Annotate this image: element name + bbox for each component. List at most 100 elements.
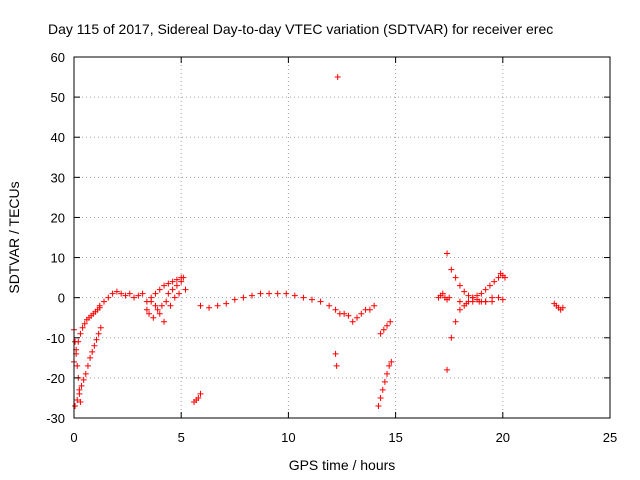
data-point	[77, 330, 84, 337]
data-point	[161, 318, 168, 325]
data-point	[366, 306, 373, 313]
data-point	[444, 250, 451, 257]
data-point	[387, 318, 394, 325]
data-point	[248, 292, 255, 299]
data-point	[377, 394, 384, 401]
data-series	[143, 278, 189, 325]
data-point	[379, 386, 386, 393]
data-point	[223, 300, 230, 307]
data-point	[97, 324, 104, 331]
data-series	[551, 300, 566, 313]
data-point	[176, 290, 183, 297]
data-point	[126, 290, 133, 297]
data-point	[74, 362, 81, 369]
data-point	[444, 366, 451, 373]
data-point	[317, 298, 324, 305]
data-point	[169, 278, 176, 285]
data-point	[152, 302, 159, 309]
data-series	[96, 274, 187, 309]
data-point	[469, 298, 476, 305]
data-point	[101, 298, 108, 305]
data-series	[71, 304, 103, 365]
data-point	[150, 314, 157, 321]
data-series	[197, 290, 343, 317]
data-point	[334, 74, 341, 81]
y-tick-label: 10	[51, 251, 65, 266]
data-point	[345, 312, 352, 319]
grid	[74, 57, 610, 418]
data-point	[148, 298, 155, 305]
data-point	[559, 304, 566, 311]
y-tick-label: -20	[46, 371, 65, 386]
data-point	[463, 300, 470, 307]
data-point	[495, 274, 502, 281]
data-point	[257, 290, 264, 297]
data-point	[448, 266, 455, 273]
data-point	[158, 302, 165, 309]
data-point	[456, 282, 463, 289]
data-point	[486, 282, 493, 289]
y-axis-title: SDTVAR / TECUs	[6, 181, 22, 293]
data-point	[371, 302, 378, 309]
data-point	[80, 376, 87, 383]
chart-title: Day 115 of 2017, Sidereal Day-to-day VTE…	[48, 21, 553, 37]
data-point	[113, 288, 120, 295]
data-point	[82, 370, 89, 377]
data-point	[135, 292, 142, 299]
data-point	[482, 286, 489, 293]
data-point	[332, 306, 339, 313]
data-point	[197, 302, 204, 309]
data-point	[95, 330, 102, 337]
data-point	[456, 306, 463, 313]
data-point	[109, 290, 116, 297]
data-point	[173, 276, 180, 283]
data-point	[139, 290, 146, 297]
data-point	[156, 310, 163, 317]
data-point	[206, 304, 213, 311]
data-point	[131, 294, 138, 301]
data-point	[448, 334, 455, 341]
data-point	[240, 294, 247, 301]
data-point	[274, 290, 281, 297]
data-point	[377, 330, 384, 337]
data-point	[96, 302, 103, 309]
data-point	[79, 324, 86, 331]
data-point	[384, 322, 391, 329]
y-tick-label: 0	[58, 291, 65, 306]
data-point	[388, 358, 395, 365]
data-point	[156, 286, 163, 293]
y-tick-label: -10	[46, 331, 65, 346]
data-point	[163, 298, 170, 305]
data-point	[76, 390, 83, 397]
data-point	[89, 348, 96, 355]
x-axis-title: GPS time / hours	[289, 457, 396, 473]
data-series	[444, 250, 496, 305]
data-point	[74, 396, 81, 403]
data-point	[143, 306, 150, 313]
data-point	[77, 398, 84, 405]
data-point	[214, 302, 221, 309]
data-point	[499, 296, 506, 303]
data-series	[191, 390, 204, 405]
data-point	[165, 280, 172, 287]
data-points	[71, 74, 566, 409]
data-point	[482, 298, 489, 305]
data-series	[375, 358, 395, 409]
data-series	[497, 270, 508, 281]
data-point	[161, 282, 168, 289]
data-point	[291, 292, 298, 299]
data-point	[501, 274, 508, 281]
data-point	[87, 354, 94, 361]
data-point	[154, 306, 161, 313]
x-tick-label: 20	[496, 430, 510, 445]
data-point	[91, 342, 98, 349]
x-tick-label: 25	[603, 430, 617, 445]
data-point	[165, 290, 172, 297]
y-tick-label: 50	[51, 90, 65, 105]
data-point	[381, 378, 388, 385]
data-point	[333, 362, 340, 369]
data-point	[332, 350, 339, 357]
data-point	[349, 318, 356, 325]
y-tick-label: 20	[51, 210, 65, 225]
data-point	[81, 320, 88, 327]
